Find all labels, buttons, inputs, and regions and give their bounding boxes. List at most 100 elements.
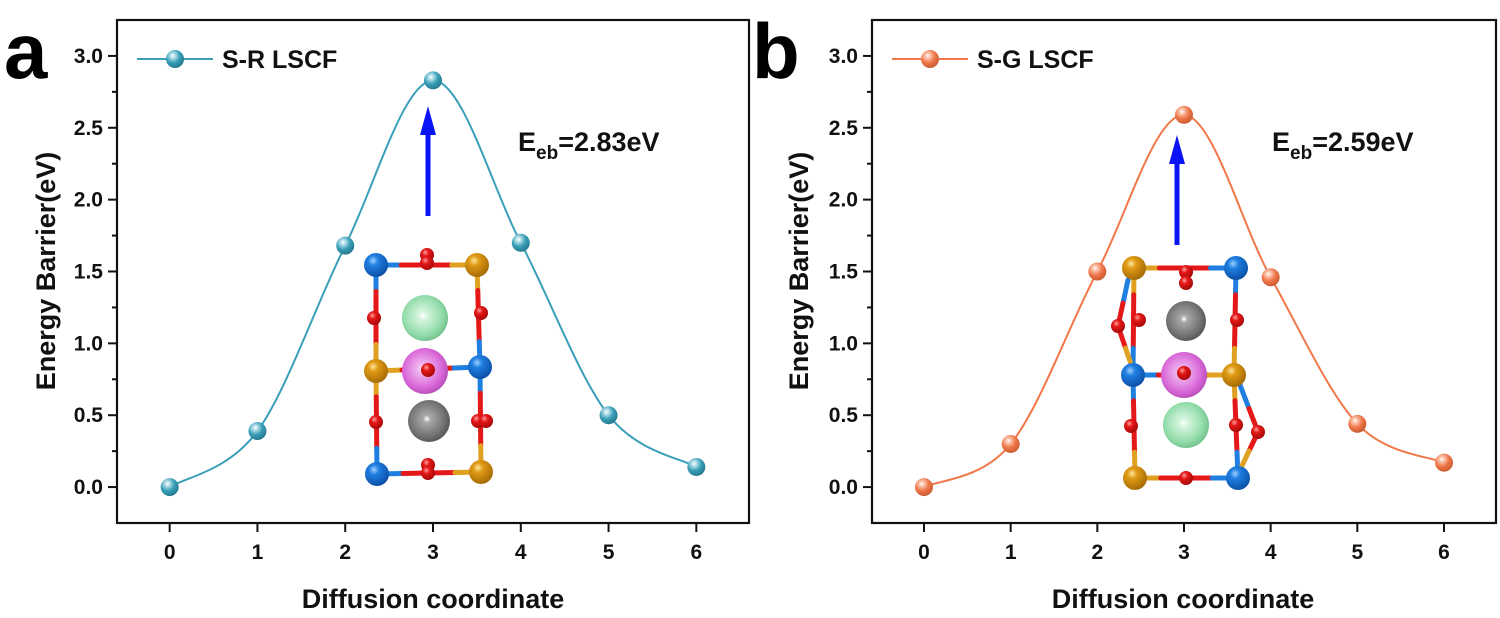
b-site-atom	[1122, 256, 1146, 280]
x-axis-title: Diffusion coordinate	[302, 584, 565, 614]
data-point	[424, 71, 442, 90]
plot-frame	[115, 18, 751, 525]
barrier-annotation: Eeb=2.59eV	[1272, 127, 1414, 164]
barrier-annotation: Eeb=2.83eV	[518, 127, 660, 164]
data-point	[160, 478, 179, 497]
y-tick-label: 1.5	[74, 261, 104, 284]
la-sr-atom	[1163, 402, 1209, 448]
annotation-subscript: eb	[1290, 143, 1312, 164]
panel-label: a	[4, 7, 48, 95]
data-point	[1088, 262, 1107, 281]
b-site-atom	[1226, 466, 1250, 490]
vacancy-atom	[1166, 301, 1206, 341]
x-tick-label: 4	[1265, 541, 1277, 564]
oxygen-atom	[369, 415, 383, 429]
y-axis-title: Energy Barrier(eV)	[31, 152, 61, 391]
legend-label: S-G LSCF	[977, 46, 1094, 74]
oxygen-atom	[367, 311, 381, 325]
oxygen-atom	[479, 414, 493, 428]
vacancy-atom	[408, 400, 450, 442]
y-tick-label: 3.0	[829, 45, 858, 68]
b-site-atom	[364, 359, 388, 383]
data-point	[1435, 453, 1453, 472]
y-tick-label: 2.5	[829, 117, 859, 140]
y-tick-label: 2.0	[74, 189, 103, 212]
oxygen-atom	[1179, 265, 1193, 279]
b-site-atom	[1121, 363, 1145, 387]
x-tick-label: 3	[1178, 541, 1190, 564]
x-axis: 0 1 2 3 4 5 6	[918, 523, 1450, 564]
b-site-atom	[365, 462, 389, 486]
legend-label: S-R LSCF	[222, 46, 337, 74]
y-tick-label: 0.0	[829, 476, 858, 499]
bond	[1120, 277, 1131, 306]
annotation-subscript: eb	[536, 143, 558, 164]
oxygen-atom	[1251, 425, 1265, 439]
oxygen-atom	[420, 256, 434, 270]
x-axis-title: Diffusion coordinate	[1052, 584, 1315, 614]
panel-label: b	[752, 7, 800, 95]
y-tick-label: 2.5	[74, 117, 104, 140]
x-tick-label: 3	[427, 541, 439, 564]
arrow-head	[420, 106, 436, 135]
la-sr-atom	[402, 295, 448, 341]
x-tick-label: 2	[339, 541, 351, 564]
data-point	[336, 236, 355, 255]
data-point	[248, 422, 267, 441]
x-tick-label: 6	[1438, 541, 1450, 564]
legend-marker	[166, 50, 184, 68]
x-tick-label: 4	[515, 541, 527, 564]
y-tick-label: 2.0	[829, 189, 858, 212]
y-tick-label: 0.5	[74, 404, 104, 427]
oxygen-atom	[474, 306, 488, 320]
data-point	[915, 478, 933, 497]
oxygen-atom	[421, 363, 435, 377]
b-site-atom	[1123, 466, 1147, 490]
y-axis: 0.0 0.5 1.0 1.5 2.0 2.5 3.0	[74, 45, 117, 499]
y-tick-label: 0.0	[74, 476, 103, 499]
data-point	[599, 406, 618, 425]
oxygen-atom	[1177, 366, 1191, 380]
annotation-value: =2.83eV	[558, 127, 659, 157]
y-tick-label: 1.0	[829, 332, 858, 355]
data-point	[1348, 414, 1367, 433]
x-tick-label: 0	[164, 541, 176, 564]
annotation-symbol: E	[1272, 127, 1290, 157]
x-tick-label: 5	[1351, 541, 1363, 564]
bond	[1237, 382, 1252, 411]
oxygen-atom	[1124, 419, 1138, 433]
oxygen-atom	[1132, 313, 1146, 327]
oxygen-atom	[421, 466, 435, 480]
crystal-structure-inset	[364, 248, 493, 486]
b-site-atom	[465, 253, 489, 277]
b-site-atom	[468, 355, 492, 379]
oxygen-atom	[1179, 471, 1193, 485]
data-point	[1261, 268, 1280, 287]
b-site-atom	[364, 253, 388, 277]
y-axis: 0.0 0.5 1.0 1.5 2.0 2.5 3.0	[829, 45, 872, 499]
data-point	[1001, 434, 1020, 453]
panel-a: a 0.0 0.5 1.0 1.5 2.0 2.5 3.0 0 1 2 3 4 5 6 Energy B…	[4, 7, 751, 614]
data-point	[1175, 105, 1193, 124]
x-tick-label: 1	[252, 541, 264, 564]
data-point	[687, 457, 706, 476]
annotation-symbol: E	[518, 127, 536, 157]
x-tick-label: 6	[690, 541, 702, 564]
y-tick-label: 1.0	[74, 332, 103, 355]
y-tick-label: 0.5	[829, 404, 859, 427]
y-tick-label: 3.0	[74, 45, 103, 68]
oxygen-atom	[1111, 319, 1125, 333]
annotation-value: =2.59eV	[1312, 127, 1413, 157]
b-site-atom	[1222, 363, 1246, 387]
data-point	[511, 233, 530, 252]
y-tick-label: 1.5	[829, 261, 859, 284]
x-tick-label: 1	[1005, 541, 1017, 564]
crystal-structure-inset	[1111, 256, 1265, 490]
legend: S-G LSCF	[892, 46, 1094, 74]
x-tick-label: 2	[1091, 541, 1103, 564]
oxygen-atom	[1230, 313, 1244, 327]
y-axis-title: Energy Barrier(eV)	[784, 152, 814, 391]
x-tick-label: 0	[918, 541, 930, 564]
arrow-head	[1169, 135, 1185, 164]
